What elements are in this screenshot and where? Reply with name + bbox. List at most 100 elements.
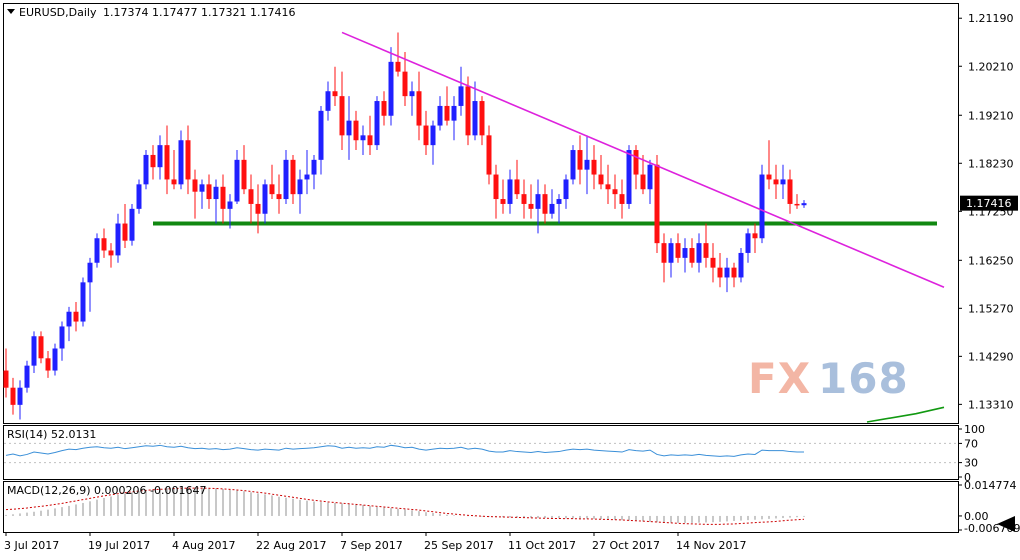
candle-body xyxy=(388,61,394,116)
candle-body xyxy=(381,101,387,116)
candle-body xyxy=(122,223,128,241)
candle-body xyxy=(45,358,51,371)
rsi-tick-label: 100 xyxy=(964,423,985,436)
macd-pane-frame xyxy=(3,481,959,533)
macd-signal-line xyxy=(5,487,805,525)
candle-body xyxy=(136,184,142,209)
rsi-tick-label: 30 xyxy=(964,457,978,470)
candle-body xyxy=(3,370,9,388)
price-tick-label: 1.19210 xyxy=(968,109,1014,122)
price-tick-label: 1.14290 xyxy=(968,350,1014,363)
candle-body xyxy=(143,154,149,185)
candle-body xyxy=(304,174,310,180)
candle-body xyxy=(724,267,730,278)
candle-body xyxy=(199,184,205,192)
candle-body xyxy=(787,179,793,204)
candle-body xyxy=(528,203,534,209)
candle-body xyxy=(577,150,583,170)
candle-body xyxy=(101,238,107,251)
candle-body xyxy=(794,203,800,206)
price-tick-label: 1.15270 xyxy=(968,302,1014,315)
candle-body xyxy=(374,101,380,146)
candle-body xyxy=(402,71,408,97)
time-axis: 3 Jul 2017 19 Jul 2017 4 Aug 2017 22 Aug 20… xyxy=(4,532,746,552)
candle-body xyxy=(703,243,709,258)
candle-body xyxy=(255,203,261,214)
candle-body xyxy=(192,179,198,192)
time-tick-label: 4 Aug 2017 xyxy=(172,539,235,552)
candle-body xyxy=(633,150,639,175)
candle-body xyxy=(647,164,653,190)
candle-body xyxy=(108,250,114,256)
candle-body xyxy=(409,91,415,97)
candle-body xyxy=(276,194,282,200)
candle-body xyxy=(507,179,513,204)
candle-body xyxy=(465,86,471,136)
rsi-line xyxy=(5,444,804,457)
candle-body xyxy=(654,164,660,244)
candle-body xyxy=(479,101,485,136)
candle-body xyxy=(416,91,422,126)
candle-body xyxy=(556,199,562,204)
price-axis: 1.211901.202101.192101.182301.172501.162… xyxy=(958,12,1014,411)
time-tick-label: 3 Jul 2017 xyxy=(4,539,59,552)
macd-tick-label: 0.00 xyxy=(964,510,989,523)
candle-body xyxy=(129,208,135,241)
candle-body xyxy=(248,189,254,204)
candle-body xyxy=(549,203,555,214)
candle-body xyxy=(157,145,163,168)
candle-body xyxy=(563,179,569,200)
candle-body xyxy=(675,243,681,258)
watermark-168: 168 xyxy=(818,354,909,403)
time-tick-label: 22 Aug 2017 xyxy=(256,539,326,552)
price-tick-label: 1.13310 xyxy=(968,398,1014,411)
candle-body xyxy=(535,194,541,209)
candle-body xyxy=(570,150,576,180)
candle-body xyxy=(430,125,436,146)
candle-body xyxy=(24,365,30,388)
candle-body xyxy=(283,159,289,200)
candle-body xyxy=(171,179,177,185)
price-tick-label: 1.16250 xyxy=(968,254,1014,267)
time-tick-label: 19 Jul 2017 xyxy=(88,539,150,552)
candle-body xyxy=(325,91,331,111)
candle-body xyxy=(360,135,366,141)
candle-body xyxy=(262,184,268,214)
candle-body xyxy=(626,150,632,204)
candle-body xyxy=(185,140,191,180)
moving-average-layer xyxy=(866,406,945,423)
candle-body xyxy=(472,101,478,136)
candle-body xyxy=(150,154,156,168)
candle-body xyxy=(759,174,765,239)
collapse-triangle-icon[interactable] xyxy=(7,9,15,14)
candle-body xyxy=(423,125,429,146)
current-price-marker: 1.17416 xyxy=(960,195,1018,211)
rsi-label: RSI(14) 52.0131 xyxy=(7,428,96,441)
candle-body xyxy=(780,179,786,185)
candle-body xyxy=(395,61,401,72)
candle-body xyxy=(66,311,72,327)
candles-layer xyxy=(3,32,807,420)
candle-body xyxy=(73,311,79,322)
macd-label: MACD(12,26,9) 0.000206 -0.001647 xyxy=(7,484,206,497)
price-tick-label: 1.20210 xyxy=(968,60,1014,73)
candle-body xyxy=(94,238,100,263)
candle-body xyxy=(290,159,296,195)
candle-body xyxy=(619,194,625,204)
current-price-box xyxy=(960,195,1018,211)
candle-body xyxy=(710,257,716,268)
candle-body xyxy=(59,326,65,349)
time-tick-label: 7 Sep 2017 xyxy=(340,539,403,552)
candle-body xyxy=(514,179,520,195)
candle-body xyxy=(689,248,695,263)
candle-body xyxy=(731,267,737,278)
candle-body xyxy=(269,184,275,195)
candle-body xyxy=(766,174,772,180)
downtrend-line xyxy=(341,31,945,288)
trendline-layer xyxy=(341,31,945,288)
rsi-layer xyxy=(4,442,958,464)
scroll-shift-triangle-icon[interactable] xyxy=(997,516,1015,532)
